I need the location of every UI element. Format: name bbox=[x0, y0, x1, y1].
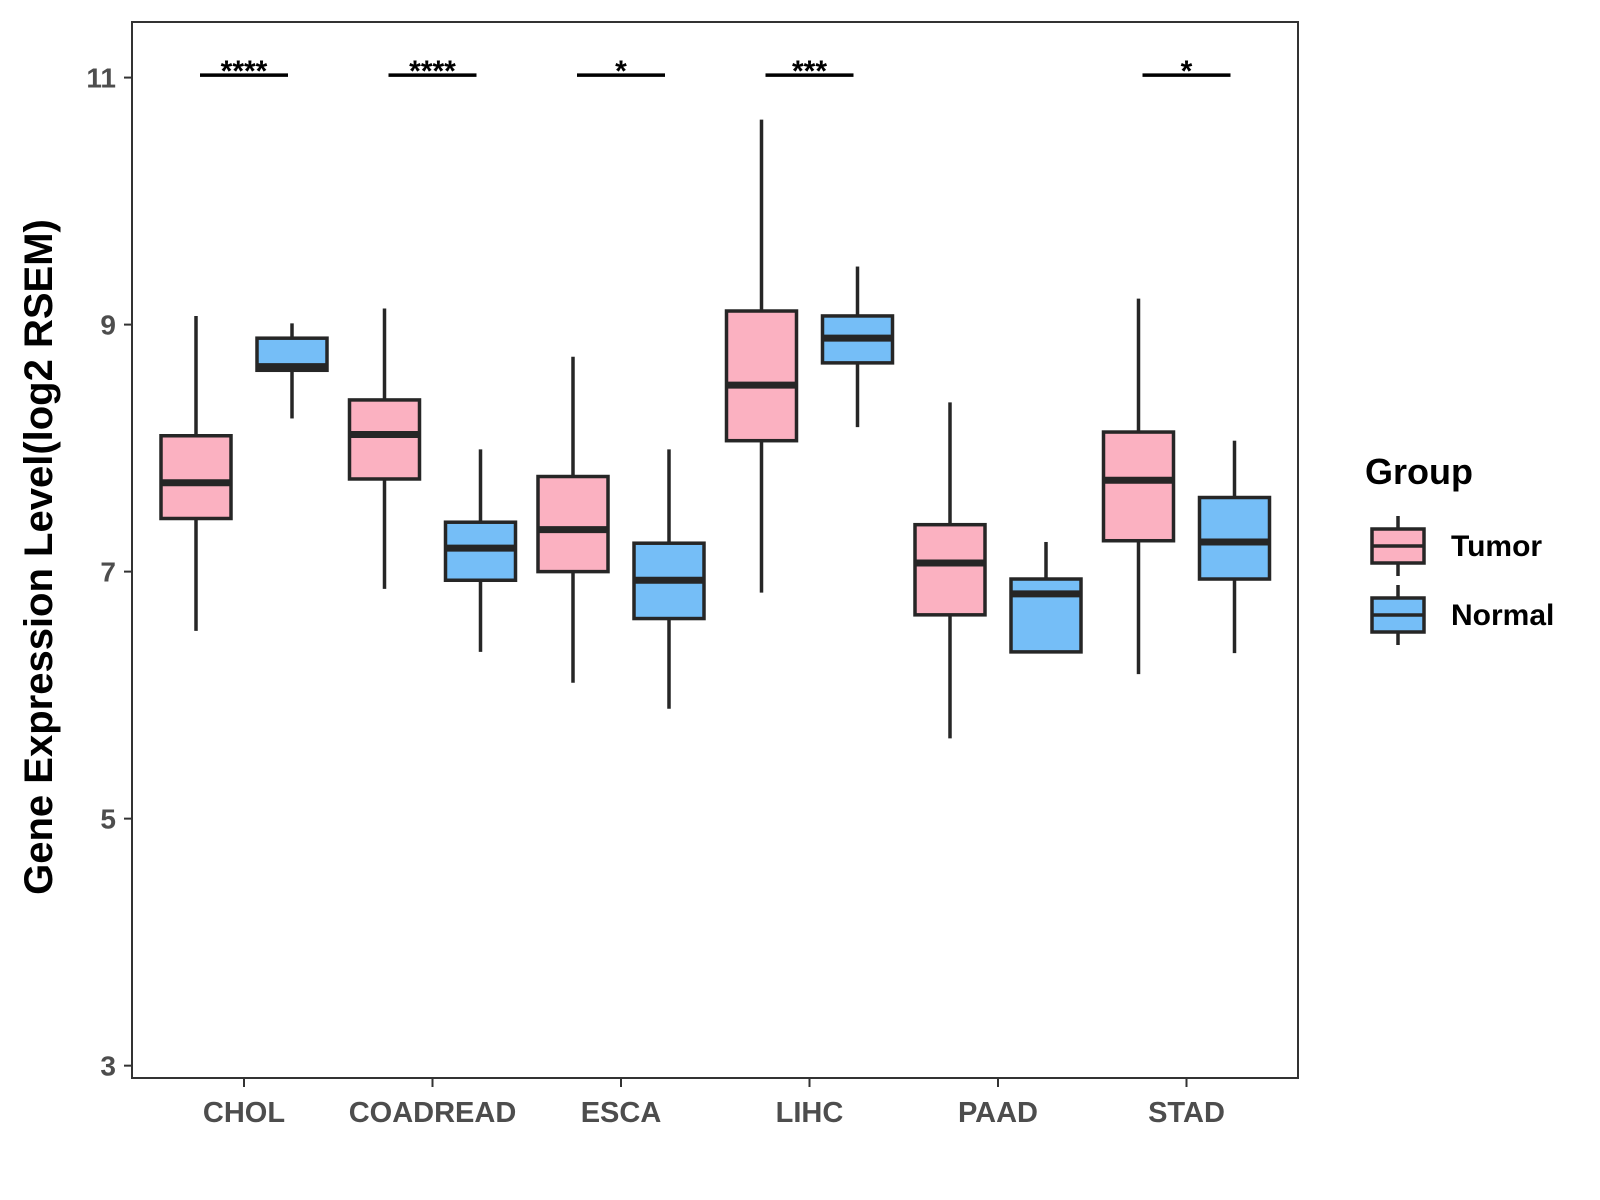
box-body bbox=[1009, 577, 1083, 654]
y-tick-label: 11 bbox=[86, 63, 116, 94]
box-tumor-paad bbox=[913, 402, 987, 739]
box-body bbox=[1197, 495, 1272, 581]
box-normal-esca bbox=[632, 449, 706, 709]
box-body bbox=[724, 309, 799, 443]
legend-title: Group bbox=[1365, 451, 1473, 492]
box-body bbox=[536, 474, 610, 574]
x-tick-label: LIHC bbox=[776, 1097, 844, 1129]
x-tick-label: COADREAD bbox=[349, 1097, 517, 1129]
significance-label: **** bbox=[409, 55, 456, 88]
x-tick-label: STAD bbox=[1148, 1097, 1225, 1129]
significance-esca: * bbox=[577, 55, 665, 88]
box-tumor-esca bbox=[536, 356, 610, 683]
significance-lihc: *** bbox=[765, 55, 854, 88]
y-tick-label: 5 bbox=[100, 804, 116, 835]
y-axis-title: Gene Expression Level(log2 RSEM) bbox=[17, 219, 61, 895]
box-body bbox=[159, 434, 233, 521]
y-tick-label: 7 bbox=[100, 557, 116, 588]
box-tumor-coadread bbox=[347, 308, 422, 589]
legend-label: Normal bbox=[1451, 599, 1554, 632]
box-normal-coadread bbox=[443, 449, 518, 652]
significance-chol: **** bbox=[200, 55, 288, 88]
box-normal-chol bbox=[255, 323, 329, 419]
box-tumor-stad bbox=[1101, 298, 1176, 675]
legend-item-normal: Normal bbox=[1370, 585, 1554, 645]
significance-label: * bbox=[615, 55, 627, 88]
x-tick-label: CHOL bbox=[203, 1097, 285, 1129]
box-body bbox=[913, 522, 987, 617]
box-tumor-lihc bbox=[724, 119, 799, 593]
legend-label: Tumor bbox=[1451, 530, 1542, 563]
box-body bbox=[1101, 430, 1176, 543]
y-tick-label: 9 bbox=[100, 310, 116, 341]
legend: Tumor Normal bbox=[1370, 516, 1554, 645]
box-body bbox=[347, 398, 422, 481]
x-tick-label: PAAD bbox=[958, 1097, 1038, 1129]
x-tick-label: ESCA bbox=[581, 1097, 662, 1129]
box-normal-lihc bbox=[820, 266, 895, 428]
significance-label: * bbox=[1181, 55, 1193, 88]
box-normal-stad bbox=[1197, 440, 1272, 654]
y-tick-label: 3 bbox=[100, 1051, 116, 1082]
significance-label: *** bbox=[792, 55, 827, 88]
panel-border bbox=[131, 21, 1299, 1079]
box-tumor-chol bbox=[159, 315, 233, 631]
significance-stad: * bbox=[1142, 55, 1231, 88]
significance-coadread: **** bbox=[388, 55, 477, 88]
box-normal-paad bbox=[1009, 541, 1083, 654]
legend-item-tumor: Tumor bbox=[1370, 516, 1542, 576]
significance-label: **** bbox=[221, 55, 268, 88]
